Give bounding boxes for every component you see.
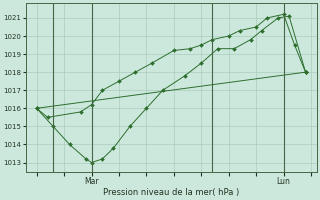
X-axis label: Pression niveau de la mer( hPa ): Pression niveau de la mer( hPa )	[103, 188, 239, 197]
